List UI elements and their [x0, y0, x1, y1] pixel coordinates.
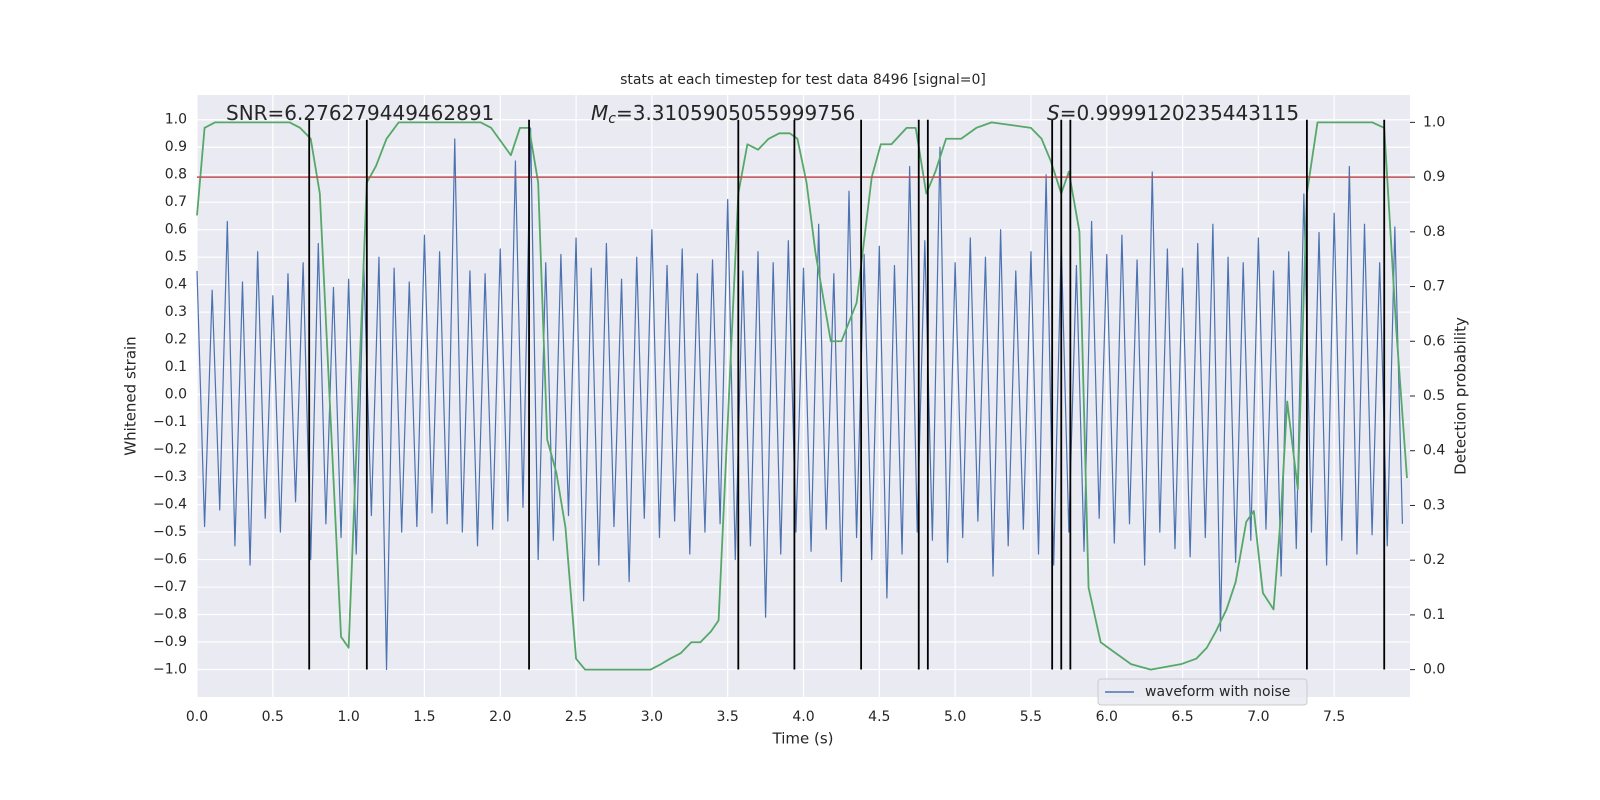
- y2-tick-label: 0.0: [1423, 662, 1445, 678]
- labels: −1.0 −0.9 −0.8 −0.7 −0.6 −0.5 −0.4 −0.3 −0.2 −0.1…: [153, 101, 1445, 726]
- x-tick-label: 1.5: [413, 709, 435, 725]
- y2-tick-label: 0.3: [1423, 497, 1445, 513]
- x-tick-label: 7.0: [1247, 709, 1269, 725]
- y2-tick-label: 0.8: [1423, 224, 1445, 240]
- x-tick-label: 6.5: [1171, 709, 1193, 725]
- x-tick-label: 6.0: [1096, 709, 1118, 725]
- y2-tick-label: 0.1: [1423, 607, 1445, 623]
- y-tick-label: 1.0: [165, 112, 187, 128]
- annotation: SNR=6.276279449462891: [226, 101, 494, 125]
- y2-tick-label: 0.9: [1423, 169, 1445, 185]
- y-tick-label: 0.2: [165, 332, 187, 348]
- annotation: Mc=3.3105905055999756: [591, 101, 855, 128]
- annotation-text: SNR=6.276279449462891: [226, 101, 494, 125]
- y-tick-label: −0.8: [153, 607, 187, 623]
- y2-tick-label: 1.0: [1423, 114, 1445, 130]
- y-tick-label: 0.3: [165, 304, 187, 320]
- y-tick-label: 0.7: [165, 194, 187, 210]
- annotation-symbol: M: [591, 101, 608, 125]
- x-tick-label: 3.0: [641, 709, 663, 725]
- y-tick-label: 0.6: [165, 222, 187, 238]
- series-line: [196, 121, 1408, 671]
- annotation-text: =0.9999120235443115: [1060, 101, 1299, 125]
- legend-box: [1097, 678, 1308, 706]
- y-tick-label: −0.1: [153, 414, 187, 430]
- y-tick-label: 0.4: [165, 277, 187, 293]
- x-tick-label: 1.0: [337, 709, 359, 725]
- y-tick-label: −1.0: [153, 662, 187, 678]
- y-tick-label: −0.6: [153, 552, 187, 568]
- x-tick-label: 0.5: [262, 709, 284, 725]
- x-tick-label: 7.5: [1323, 709, 1345, 725]
- y-tick-label: 0.1: [165, 359, 187, 375]
- y2-tick-label: 0.6: [1423, 333, 1445, 349]
- y-tick-label: −0.9: [153, 634, 187, 650]
- x-axis-label: Time (s): [772, 730, 834, 748]
- y-tick-label: 0.5: [165, 249, 187, 265]
- marks: [196, 119, 1410, 671]
- annotation-subscript: c: [608, 111, 616, 127]
- y-tick-label: −0.3: [153, 469, 187, 485]
- y-tick-label: 0.9: [165, 139, 187, 155]
- y2-tick-label: 0.5: [1423, 388, 1445, 404]
- legend-label: waveform with noise: [1145, 684, 1290, 700]
- x-tick-label: 4.5: [868, 709, 890, 725]
- x-tick-label: 3.5: [717, 709, 739, 725]
- y2-tick-label: 0.4: [1423, 443, 1445, 459]
- chart-title: stats at each timestep for test data 849…: [620, 72, 986, 88]
- y-tick-label: −0.7: [153, 579, 187, 595]
- annotation-text: =3.3105905055999756: [616, 101, 855, 125]
- y-tick-label: 0.8: [165, 167, 187, 183]
- x-tick-label: 0.0: [186, 709, 208, 725]
- y-tick-label: 0.0: [165, 387, 187, 403]
- series-line: [196, 127, 1404, 671]
- x-tick-label: 2.5: [565, 709, 587, 725]
- y-tick-label: −0.5: [153, 524, 187, 540]
- x-tick-label: 5.5: [1020, 709, 1042, 725]
- y2-tick-label: 0.2: [1423, 552, 1445, 568]
- y-axis-label: Whitened strain: [122, 336, 140, 455]
- annotation: S=0.9999120235443115: [1047, 101, 1299, 125]
- y2-tick-label: 0.7: [1423, 279, 1445, 295]
- x-tick-label: 2.0: [489, 709, 511, 725]
- x-tick-label: 5.0: [944, 709, 966, 725]
- annotation-symbol: S: [1047, 101, 1060, 125]
- y-tick-label: −0.4: [153, 497, 187, 513]
- y2-axis-label: Detection probability: [1452, 317, 1470, 475]
- y-tick-label: −0.2: [153, 442, 187, 458]
- x-tick-label: 4.0: [792, 709, 814, 725]
